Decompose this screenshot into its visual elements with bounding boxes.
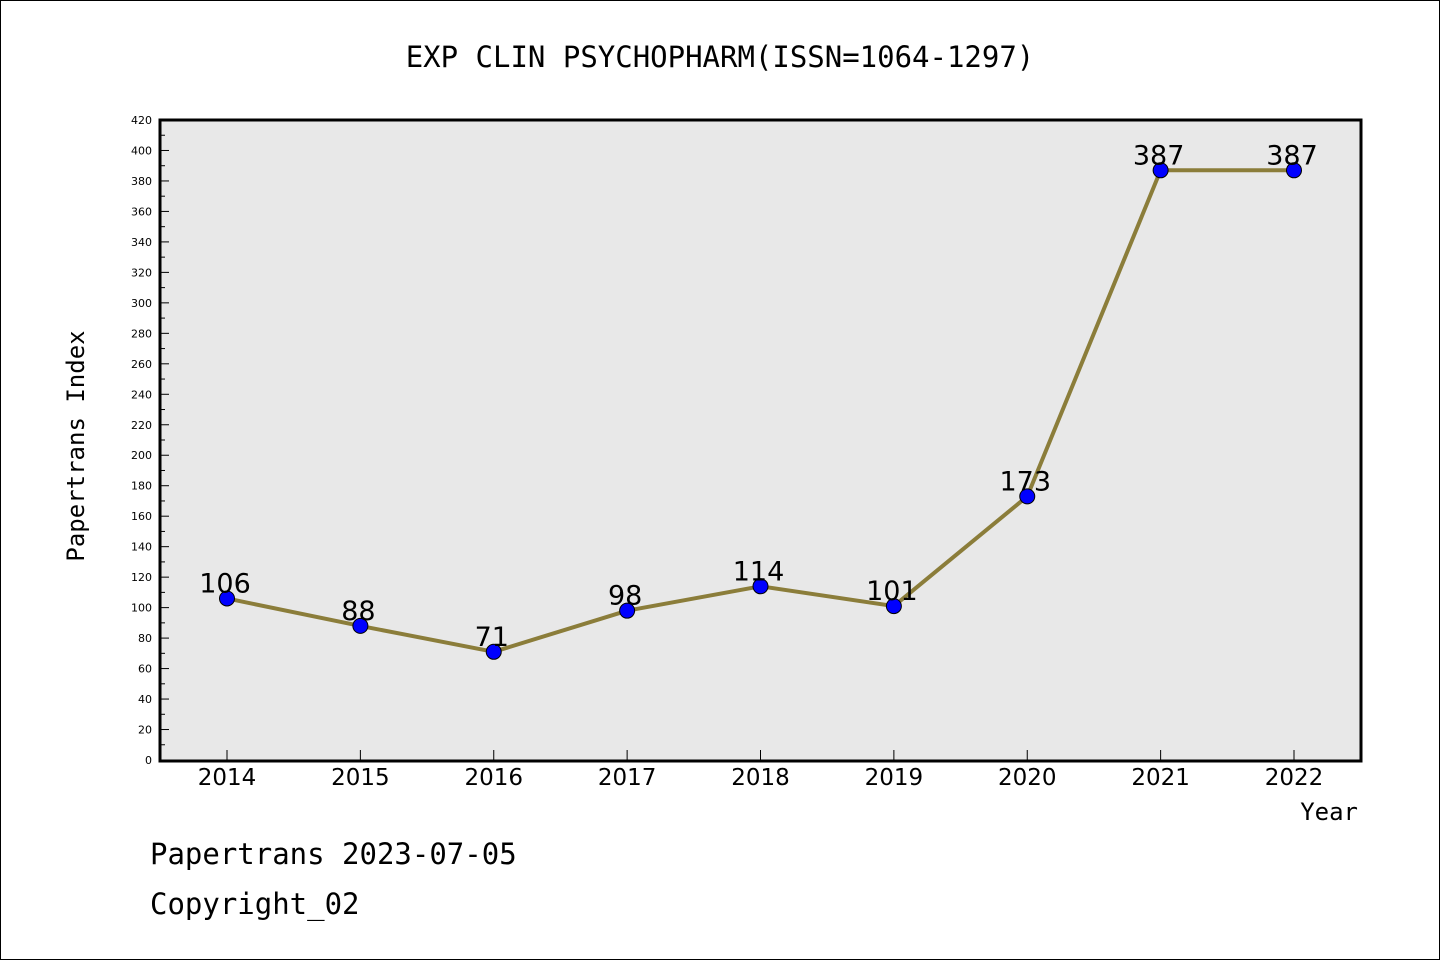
- x-tick-label: 2016: [464, 765, 523, 791]
- y-tick-label: 240: [131, 388, 152, 401]
- y-tick-label: 420: [131, 114, 152, 127]
- footer-date: Papertrans 2023-07-05: [150, 837, 517, 871]
- y-tick-label: 0: [145, 754, 152, 767]
- x-tick-label: 2019: [865, 765, 924, 791]
- y-tick-label: 160: [131, 510, 152, 523]
- y-tick-label: 260: [131, 358, 152, 371]
- data-label: 98: [608, 581, 642, 612]
- data-point: [619, 602, 636, 619]
- y-tick-label: 80: [138, 632, 152, 645]
- y-tick-label: 40: [138, 693, 152, 706]
- data-label: 88: [341, 596, 375, 627]
- data-point: [1019, 488, 1036, 505]
- x-tick-label: 2014: [198, 765, 257, 791]
- x-tick-label: 2015: [331, 765, 390, 791]
- data-label: 114: [733, 556, 785, 587]
- data-point: [885, 598, 902, 615]
- y-tick-label: 60: [138, 663, 152, 676]
- y-tick-label: 140: [131, 541, 152, 554]
- y-tick-label: 400: [131, 144, 152, 157]
- y-tick-label: 340: [131, 236, 152, 249]
- y-tick-label: 100: [131, 602, 152, 615]
- data-label: 106: [199, 568, 251, 599]
- data-label: 71: [475, 622, 509, 653]
- data-point: [485, 643, 502, 660]
- y-tick-label: 380: [131, 175, 152, 188]
- y-tick-label: 300: [131, 297, 152, 310]
- y-axis: 0 20 40 60 80 100 120 140 160 180 200 220 240 260 280 3…: [131, 114, 169, 767]
- data-point: [1152, 162, 1169, 179]
- x-tick-label: 2022: [1265, 765, 1324, 791]
- x-axis-label: Year: [1300, 798, 1358, 826]
- data-label: 173: [999, 466, 1051, 497]
- data-point: [1286, 162, 1302, 179]
- data-label: 387: [1266, 140, 1318, 171]
- x-tick-label: 2018: [731, 765, 790, 791]
- y-tick-label: 280: [131, 327, 152, 340]
- footer-copyright: Copyright_02: [150, 887, 360, 922]
- x-tick-label: 2017: [598, 765, 657, 791]
- x-tick-label: 2020: [998, 765, 1057, 791]
- data-point: [219, 590, 235, 607]
- y-tick-label: 200: [131, 449, 152, 462]
- y-tick-label: 180: [131, 480, 152, 493]
- y-tick-label: 220: [131, 419, 152, 432]
- y-tick-label: 320: [131, 266, 152, 279]
- y-tick-label: 20: [138, 724, 152, 737]
- plot-area: [158, 118, 1363, 763]
- data-point: [352, 617, 369, 634]
- x-tick-label: 2021: [1131, 765, 1190, 791]
- y-tick-label: 360: [131, 205, 152, 218]
- y-tick-label: 120: [131, 571, 152, 584]
- y-axis-label: Papertrans Index: [62, 330, 90, 561]
- data-points: [219, 162, 1302, 660]
- data-labels: 106 88 71 98 114 101 173 387 387: [199, 140, 1318, 653]
- data-label: 101: [866, 576, 918, 607]
- chart-title: EXP CLIN PSYCHOPHARM(ISSN=1064-1297): [406, 40, 1035, 74]
- x-axis: 2014 2015 2016 2017 2018 2019 2020 2021 2022: [198, 750, 1324, 791]
- data-point: [752, 578, 769, 595]
- data-label: 387: [1133, 140, 1185, 171]
